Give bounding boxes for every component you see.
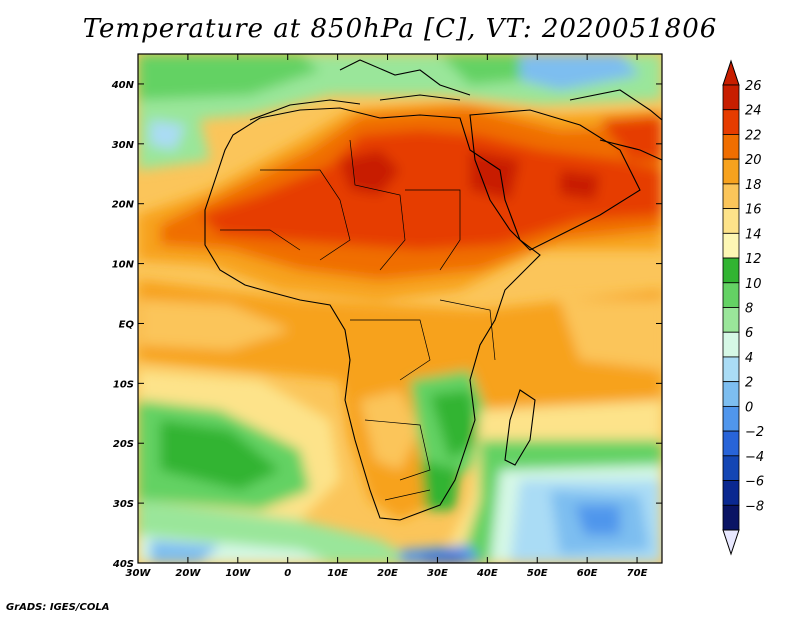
colorbar-box — [722, 134, 740, 160]
lon-tick-label: 20E — [377, 568, 398, 579]
lon-tick-label: 70E — [627, 568, 648, 579]
colorbar-level-label: −2 — [745, 425, 764, 440]
colorbar-level-label: 16 — [745, 203, 762, 218]
lon-tick-label: 30W — [126, 568, 152, 579]
colorbar-top-arrow — [722, 59, 740, 86]
colorbar-bottom-arrow — [722, 529, 740, 556]
lon-tick-label: 10W — [225, 568, 251, 579]
lat-tick-label: 10N — [112, 260, 135, 271]
colorbar-box — [722, 282, 740, 308]
colorbar-box — [722, 480, 740, 506]
colorbar-level-label: 26 — [745, 79, 762, 94]
coastlines — [204, 59, 662, 521]
temperature-field — [138, 54, 662, 563]
colorbar-level-label: 22 — [745, 128, 762, 143]
colorbar-level-label: −4 — [745, 450, 764, 465]
colorbar-level-label: 10 — [745, 277, 762, 292]
colorbar-level-label: 8 — [745, 302, 753, 317]
colorbar-box — [722, 430, 740, 457]
lat-tick-label: 40N — [111, 80, 135, 91]
lat-tick-label: 20N — [112, 200, 135, 211]
country-borders — [220, 139, 496, 501]
colorbar-level-label: 18 — [745, 178, 762, 193]
plot-frame — [137, 53, 663, 564]
colorbar-level-label: −8 — [745, 499, 764, 514]
colorbar-level-label: 2 — [745, 376, 753, 391]
colorbar-box — [722, 331, 740, 358]
lon-tick-label: 0 — [284, 568, 291, 579]
colorbar-level-label: 14 — [745, 227, 762, 242]
lon-tick-label: 60E — [577, 568, 598, 579]
map-title: Temperature at 850hPa [C], VT: 202005180… — [82, 14, 718, 44]
colorbar-level-label: 6 — [745, 326, 753, 341]
latitude-axis: 40N 30N 20N 10N EQ 10S 20S 30S 40S — [111, 80, 662, 570]
lat-tick-label: 10S — [113, 379, 134, 390]
lon-tick-label: 20W — [175, 568, 201, 579]
colorbar-box — [722, 84, 740, 111]
lon-tick-label: 30E — [427, 568, 448, 579]
lon-tick-label: 10E — [327, 568, 348, 579]
colorbar-box — [722, 356, 740, 383]
colorbar-level-label: −6 — [745, 475, 764, 490]
colorbar-box — [722, 109, 740, 135]
colorbar-box — [722, 158, 740, 185]
colorbar-box — [722, 405, 740, 432]
colorbar-box — [722, 504, 740, 531]
colorbar-box — [722, 257, 740, 284]
colorbar-box — [722, 381, 740, 407]
credit-label: GrADS: IGES/COLA — [6, 602, 110, 613]
colorbar-box — [722, 307, 740, 333]
colorbar-level-label: 12 — [745, 252, 762, 267]
lon-tick-label: 40E — [476, 568, 498, 579]
colorbar-box — [722, 455, 740, 481]
lat-tick-label: 40S — [112, 559, 134, 570]
colorbar-level-label: 24 — [745, 104, 762, 119]
colorbar-box — [722, 232, 740, 259]
colorbar-level-label: 20 — [745, 153, 762, 168]
colorbar-level-label: 4 — [745, 351, 753, 366]
longitude-axis: 30W 20W 10W 0 10E 20E 30E 40E 50E 60E 70E — [126, 54, 648, 579]
lon-tick-label: 50E — [527, 568, 548, 579]
lat-tick-label: 20S — [113, 439, 134, 450]
lat-tick-label: 30N — [112, 140, 135, 151]
lat-tick-label: EQ — [119, 319, 135, 330]
colorbar-level-label: 0 — [745, 400, 753, 415]
colorbar-box — [722, 183, 740, 210]
lat-tick-label: 30S — [113, 499, 134, 510]
colorbar-box — [722, 208, 740, 234]
